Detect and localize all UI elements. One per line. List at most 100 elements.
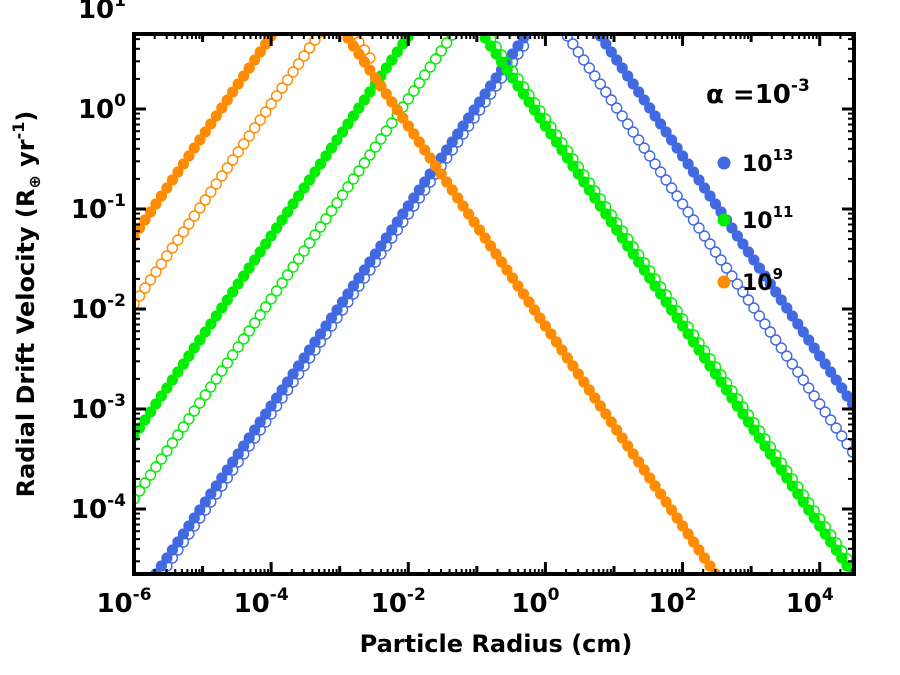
- marker-11-open: [216, 365, 228, 377]
- legend-entry-11: 1011: [717, 203, 794, 234]
- marker-11-filled: [139, 414, 151, 426]
- y-tick-base: 10: [78, 95, 114, 125]
- marker-13-filled: [155, 560, 167, 572]
- marker-13-filled: [457, 120, 469, 132]
- marker-11-filled: [490, 48, 502, 60]
- marker-13-filled: [243, 432, 255, 444]
- marker-9-filled: [221, 94, 233, 106]
- marker-11-filled: [556, 144, 568, 156]
- marker-11-filled: [528, 104, 541, 116]
- marker-13-filled: [803, 334, 815, 346]
- marker-11-filled: [303, 174, 316, 186]
- marker-13-open: [594, 78, 606, 90]
- marker-11-filled: [517, 88, 530, 100]
- marker-11-open: [139, 477, 151, 489]
- marker-13-open: [578, 54, 590, 66]
- marker-9-filled: [517, 288, 530, 300]
- marker-9-open: [183, 218, 195, 230]
- x-tick-exp: 4: [822, 585, 834, 605]
- marker-11-open: [309, 229, 321, 241]
- marker-11-open: [166, 437, 179, 449]
- marker-11-open: [221, 357, 234, 369]
- marker-11-filled: [545, 128, 557, 140]
- marker-13-filled: [825, 366, 837, 378]
- y-tick-label: 101: [78, 0, 126, 25]
- marker-13-filled: [221, 464, 233, 476]
- marker-13-open: [600, 86, 612, 98]
- marker-13-filled: [336, 296, 349, 308]
- axis-ticks: [132, 34, 854, 574]
- marker-13-filled: [353, 272, 365, 284]
- marker-9-filled: [205, 118, 217, 130]
- marker-9-filled: [188, 142, 200, 154]
- x-tick-label: 104: [786, 585, 834, 619]
- marker-13-filled: [364, 256, 376, 268]
- marker-13-open: [572, 46, 584, 58]
- marker-13-filled: [320, 320, 332, 332]
- marker-11-open: [342, 181, 354, 193]
- marker-9-filled: [550, 336, 563, 348]
- marker-13-open: [616, 110, 628, 122]
- marker-11-open: [430, 53, 442, 65]
- marker-13-filled: [303, 344, 316, 356]
- marker-9-filled: [380, 88, 392, 100]
- marker-11-filled: [485, 40, 497, 52]
- marker-9-filled: [572, 368, 584, 380]
- marker-13-open: [671, 190, 683, 202]
- marker-13-filled: [841, 390, 853, 402]
- marker-11-filled: [709, 368, 722, 380]
- marker-9-filled: [430, 160, 442, 172]
- marker-9-open: [194, 202, 206, 214]
- marker-9-filled: [161, 182, 173, 194]
- marker-13-open: [819, 406, 831, 418]
- marker-9-open: [134, 298, 140, 310]
- marker-9-open: [177, 226, 190, 238]
- y-axis-label-main: Radial Drift Velocity (R: [12, 189, 40, 498]
- marker-13-filled: [435, 152, 447, 164]
- marker-11-filled: [249, 254, 261, 266]
- marker-9-filled: [495, 256, 508, 268]
- marker-11-filled: [666, 304, 678, 316]
- marker-13-filled: [808, 342, 820, 354]
- marker-9-open: [276, 82, 288, 94]
- marker-11-filled: [506, 72, 519, 84]
- marker-11-filled: [583, 184, 595, 196]
- marker-13-open: [605, 94, 617, 106]
- x-tick-label: 10-4: [234, 585, 289, 619]
- marker-13-filled: [216, 472, 228, 484]
- marker-11-filled: [638, 264, 650, 276]
- legend-marker: [717, 156, 731, 170]
- marker-11-filled: [172, 366, 184, 378]
- marker-9-filled: [397, 112, 409, 124]
- marker-9-filled: [249, 54, 261, 66]
- marker-13-filled: [633, 86, 645, 98]
- marker-11-filled: [655, 288, 667, 300]
- marker-11-open: [226, 349, 239, 361]
- marker-13-filled: [600, 38, 612, 50]
- marker-13-filled: [764, 278, 776, 290]
- marker-9-open: [139, 282, 151, 294]
- marker-9-filled: [479, 232, 491, 244]
- marker-9-filled: [468, 216, 480, 228]
- marker-9-filled: [183, 150, 195, 162]
- legend-marker: [717, 275, 731, 289]
- x-tick-label: 10-2: [371, 585, 426, 619]
- marker-13-filled: [265, 400, 277, 412]
- marker-11-filled: [759, 440, 771, 452]
- marker-9-filled: [199, 126, 211, 138]
- marker-9-filled: [474, 224, 486, 236]
- marker-13-open: [737, 286, 749, 298]
- series-11-filled: [134, 34, 854, 574]
- legend-label: 1013: [742, 146, 794, 177]
- marker-9-open: [226, 154, 239, 166]
- marker-9-filled: [216, 102, 228, 114]
- marker-11-open: [287, 261, 299, 273]
- marker-13-filled: [391, 216, 403, 228]
- marker-11-filled: [298, 182, 310, 194]
- marker-9-filled: [457, 200, 469, 212]
- marker-13-open: [748, 302, 760, 314]
- marker-13-filled: [786, 310, 798, 322]
- marker-11-open: [205, 381, 217, 393]
- x-tick-base: 10: [371, 589, 407, 619]
- x-tick-base: 10: [234, 589, 270, 619]
